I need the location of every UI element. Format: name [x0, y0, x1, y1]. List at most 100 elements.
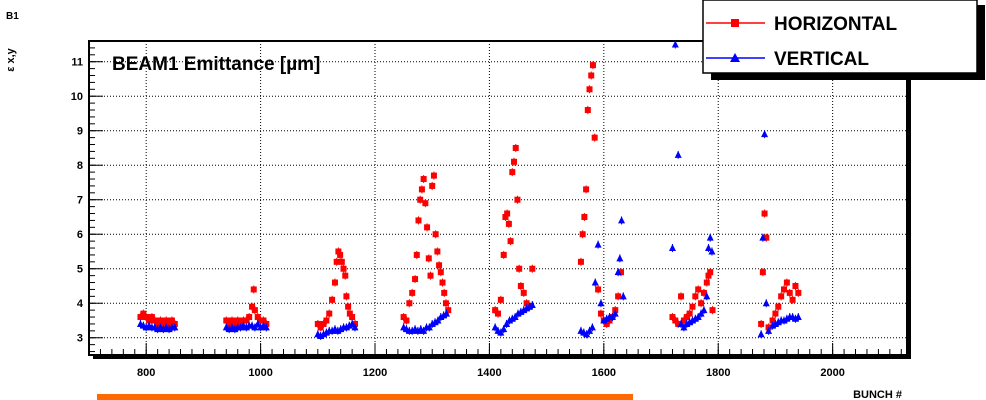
data-point — [789, 296, 796, 303]
data-point — [680, 317, 687, 324]
data-point — [504, 210, 511, 217]
data-point — [412, 276, 419, 283]
data-point — [507, 238, 514, 245]
data-point — [502, 213, 509, 220]
data-point — [314, 320, 321, 327]
x-axis-title: BUNCH # — [853, 389, 902, 400]
data-point — [443, 309, 451, 317]
y-tick-label: 9 — [77, 126, 83, 138]
data-point — [763, 234, 770, 241]
x-tick-label: 1400 — [477, 367, 501, 379]
data-point — [434, 248, 441, 255]
data-point — [772, 310, 779, 317]
data-point — [611, 309, 619, 317]
data-point — [692, 293, 699, 300]
data-point — [262, 323, 270, 331]
y-tick-label: 8 — [77, 160, 83, 172]
legend-horizontal-marker — [731, 19, 739, 27]
data-point — [254, 314, 261, 321]
data-point — [137, 314, 144, 321]
data-point — [439, 279, 446, 286]
data-point — [254, 319, 262, 327]
data-point — [528, 300, 536, 308]
data-point — [418, 186, 425, 193]
data-point — [705, 272, 712, 279]
data-point — [707, 269, 714, 276]
data-point — [495, 310, 501, 317]
data-point — [333, 258, 340, 265]
data-point — [617, 269, 624, 276]
data-point — [437, 269, 444, 276]
data-point — [591, 134, 598, 141]
data-point — [425, 255, 432, 262]
data-point — [157, 317, 164, 324]
data-point — [249, 303, 256, 310]
series-vertical — [136, 40, 802, 341]
data-point — [342, 272, 349, 279]
data-point — [511, 158, 518, 165]
data-point — [672, 317, 679, 324]
data-point — [406, 300, 413, 307]
y-tick-label: 7 — [77, 195, 83, 207]
data-point — [677, 319, 685, 327]
legend: HORIZONTAL VERTICAL — [702, 0, 985, 80]
data-point — [618, 216, 626, 224]
data-point — [597, 299, 605, 307]
data-point — [337, 251, 344, 258]
data-point — [422, 200, 429, 207]
data-point — [783, 279, 790, 286]
data-point — [769, 317, 776, 324]
data-point — [765, 326, 773, 334]
data-point — [520, 289, 527, 296]
x-tick-label: 1000 — [248, 367, 272, 379]
data-point — [703, 292, 711, 300]
data-point — [786, 289, 793, 296]
data-point — [589, 62, 596, 69]
data-point — [668, 244, 676, 252]
data-point — [424, 224, 431, 231]
data-point — [759, 269, 766, 276]
data-point — [579, 231, 586, 238]
data-point — [331, 279, 338, 286]
data-point — [695, 286, 702, 293]
data-point — [409, 289, 416, 296]
data-point — [591, 278, 599, 286]
data-point — [436, 262, 443, 269]
data-point — [348, 319, 356, 327]
data-point — [588, 72, 595, 79]
data-point — [523, 300, 530, 307]
data-point — [616, 254, 624, 262]
data-point — [229, 317, 236, 324]
data-point — [260, 317, 267, 324]
data-point — [320, 320, 327, 327]
data-point — [231, 320, 238, 327]
data-point — [781, 286, 788, 293]
data-point — [778, 293, 785, 300]
data-point — [326, 310, 333, 317]
data-point — [588, 323, 596, 331]
legend-box — [702, 0, 978, 74]
y-tick-label: 6 — [77, 229, 83, 241]
data-point — [140, 310, 147, 317]
data-point — [148, 314, 155, 321]
data-point — [586, 86, 593, 93]
data-point — [671, 40, 679, 48]
data-point — [619, 292, 627, 300]
data-point — [168, 317, 175, 324]
y-axis-title: ε x,y — [5, 47, 17, 71]
data-point — [594, 240, 602, 248]
data-point — [154, 320, 161, 327]
data-point — [223, 317, 230, 324]
data-point — [509, 169, 516, 176]
axis-ticks: 3 4 5 6 7 8 9 10 11 800 1000 1200 1400 1600 1800 2000 — [71, 40, 902, 379]
x-tick-label: 1600 — [592, 367, 616, 379]
x-tick-label: 800 — [137, 367, 155, 379]
data-point — [603, 320, 610, 327]
data-point — [708, 247, 716, 255]
data-point — [441, 289, 448, 296]
data-point — [761, 130, 769, 138]
data-point — [577, 258, 584, 265]
data-point — [338, 258, 345, 265]
x-tick-label: 1200 — [363, 367, 387, 379]
